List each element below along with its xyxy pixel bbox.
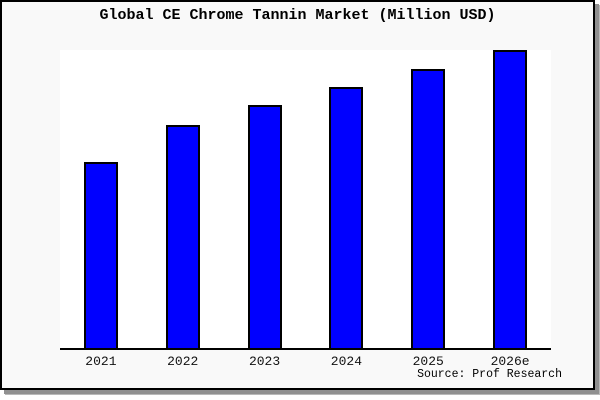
x-tick-label-2023: 2023 — [248, 354, 281, 369]
bar-2023 — [247, 105, 282, 348]
chart-title: Global CE Chrome Tannin Market (Million … — [99, 7, 496, 24]
bar-2025 — [411, 69, 446, 348]
bar-2021 — [83, 162, 118, 348]
bar-2026e — [493, 50, 528, 348]
plot-area — [60, 50, 551, 350]
x-tick-label-2021: 2021 — [85, 354, 117, 369]
x-axis-labels: 2021 2022 2023 2024 2025 2026e — [60, 354, 551, 370]
x-tick-label-2024: 2024 — [330, 354, 363, 369]
bar-2022 — [165, 125, 200, 348]
source-label: Source: Prof Research — [417, 368, 562, 381]
x-tick-label-2026e: 2026e — [490, 354, 530, 369]
chart-frame: Global CE Chrome Tannin Market (Million … — [0, 0, 595, 390]
x-tick-label-2025: 2025 — [412, 354, 444, 369]
bar-2024 — [329, 87, 364, 348]
x-tick-label-2022: 2022 — [167, 354, 199, 369]
bars-container — [60, 50, 551, 348]
